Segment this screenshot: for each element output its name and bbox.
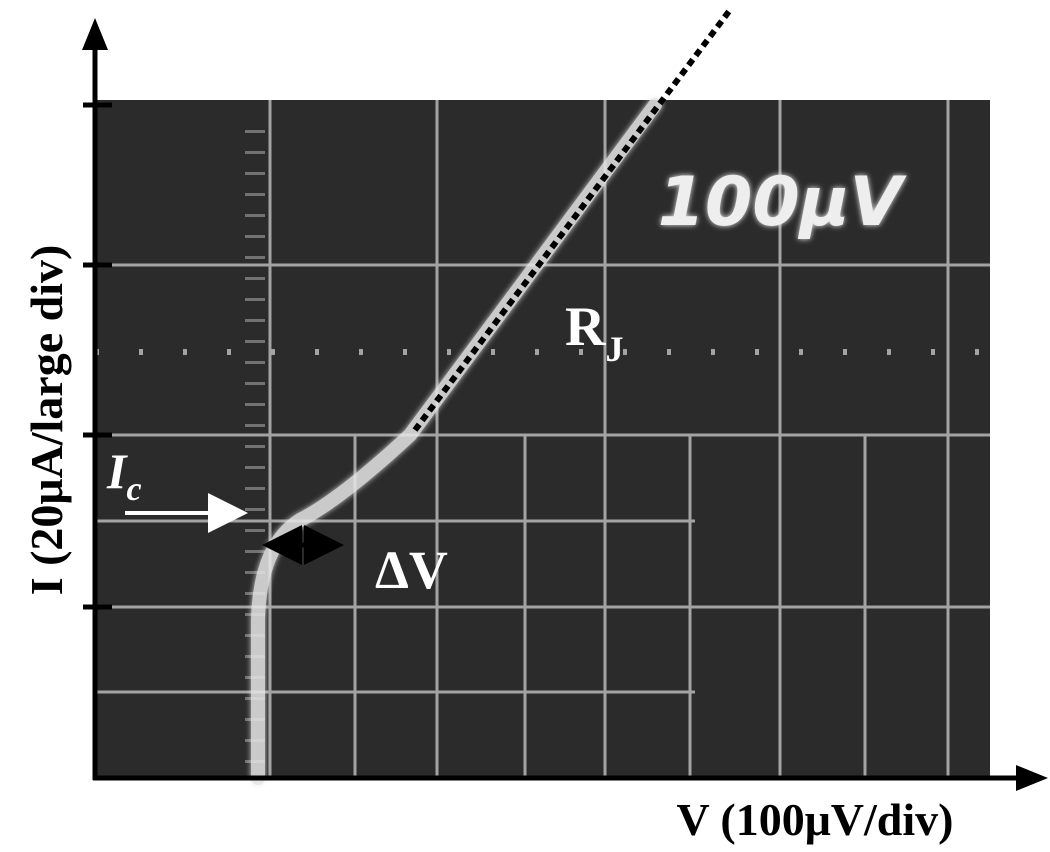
delta-v-label: ΔV bbox=[375, 540, 448, 600]
ic-main: I bbox=[106, 443, 128, 499]
rj-main: R bbox=[565, 296, 606, 358]
y-arrow bbox=[82, 18, 108, 50]
figure: 100μV RJ Ic ΔV I (20μA/large div) V (100… bbox=[0, 0, 1050, 852]
rj-sub: J bbox=[605, 329, 623, 369]
ic-sub: c bbox=[126, 471, 141, 508]
x-arrow bbox=[1016, 765, 1048, 791]
screen-scale: 100μV bbox=[658, 163, 908, 242]
y-axis-label: I (20μA/large div) bbox=[21, 245, 72, 596]
x-axis-label: V (100μV/div) bbox=[677, 794, 954, 845]
